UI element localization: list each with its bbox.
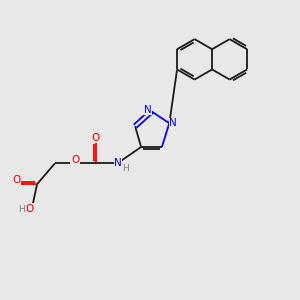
Text: H: H: [18, 205, 25, 214]
Text: O: O: [92, 133, 100, 143]
Text: O: O: [72, 154, 80, 164]
Text: H: H: [122, 164, 129, 173]
Text: N: N: [169, 118, 177, 128]
Text: N: N: [114, 158, 122, 168]
Text: N: N: [144, 105, 152, 115]
Text: O: O: [12, 175, 20, 185]
Text: O: O: [26, 204, 34, 214]
